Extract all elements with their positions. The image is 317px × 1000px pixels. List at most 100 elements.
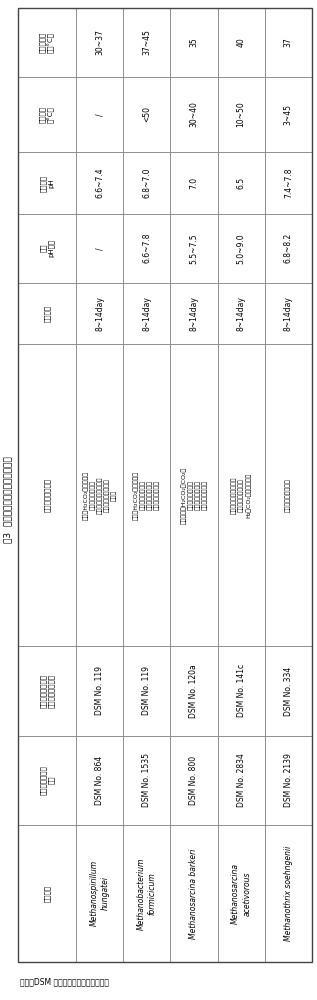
Text: 40: 40 — [237, 37, 246, 47]
Bar — [18, 344, 76, 646]
Bar — [217, 736, 265, 825]
Bar — [171, 736, 217, 825]
Text: DSM No. 120a: DSM No. 120a — [190, 664, 198, 718]
Bar — [171, 77, 217, 152]
Bar — [217, 8, 265, 77]
Text: 6.6~7.4: 6.6~7.4 — [95, 168, 104, 198]
Text: 5.0~9.0: 5.0~9.0 — [237, 233, 246, 264]
Text: DSM No. 141c: DSM No. 141c — [237, 664, 246, 717]
Text: DSM No. 864: DSM No. 864 — [95, 756, 104, 805]
Text: 30~37: 30~37 — [95, 29, 104, 55]
Bar — [18, 214, 76, 283]
Bar — [171, 283, 217, 344]
Bar — [76, 736, 123, 825]
Text: 能利用乙酸和甲基化合
物产甲烷，不能利用
H₂、CO₂、甲酸产甲烷: 能利用乙酸和甲基化合 物产甲烷，不能利用 H₂、CO₂、甲酸产甲烷 — [231, 473, 251, 518]
Text: /: / — [95, 247, 104, 250]
Text: DSM No. 2834: DSM No. 2834 — [237, 753, 246, 807]
Bar — [123, 77, 171, 152]
Bar — [217, 283, 265, 344]
Text: 6.5: 6.5 — [237, 177, 246, 189]
Text: 最适生长
pH: 最适生长 pH — [40, 175, 54, 192]
Bar — [265, 152, 312, 214]
Text: 8~14day: 8~14day — [142, 296, 151, 331]
Bar — [18, 825, 76, 962]
Bar — [171, 344, 217, 646]
Bar — [123, 736, 171, 825]
Text: 7.0: 7.0 — [190, 177, 198, 189]
Text: 表3  高温氢或乙酸营养型产甲烷菌: 表3 高温氢或乙酸营养型产甲烷菌 — [3, 457, 12, 543]
Text: 菌种保藏中心及
编号: 菌种保藏中心及 编号 — [40, 765, 54, 795]
Text: 菌种名称: 菌种名称 — [44, 885, 50, 902]
Bar — [123, 646, 171, 736]
Text: 30~40: 30~40 — [190, 101, 198, 127]
Text: 能同时利用H₂CO₂、CO₂、
乙酸、甲醇、甲基
化合物，还能利用
甲基化合物产甲烷: 能同时利用H₂CO₂、CO₂、 乙酸、甲醇、甲基 化合物，还能利用 甲基化合物产… — [181, 467, 207, 524]
Bar — [265, 736, 312, 825]
Bar — [18, 736, 76, 825]
Text: 生长温度
（°C）: 生长温度 （°C） — [39, 106, 55, 123]
Bar — [76, 344, 123, 646]
Text: Methanosarcina barkeri: Methanosarcina barkeri — [190, 848, 198, 939]
Bar — [76, 283, 123, 344]
Text: 37: 37 — [284, 37, 293, 47]
Text: 8~14day: 8~14day — [95, 296, 104, 331]
Text: 繁殖时间: 繁殖时间 — [44, 305, 50, 322]
Text: 35: 35 — [190, 37, 198, 47]
Text: /: / — [95, 113, 104, 116]
Text: DSM No. 334: DSM No. 334 — [284, 666, 293, 716]
Bar — [76, 825, 123, 962]
Text: 生长
pH范围: 生长 pH范围 — [40, 239, 54, 257]
Bar — [217, 77, 265, 152]
Bar — [18, 77, 76, 152]
Text: 7.4~7.8: 7.4~7.8 — [284, 168, 293, 198]
Bar — [265, 825, 312, 962]
Bar — [18, 152, 76, 214]
Text: 生长和产甲烷底物: 生长和产甲烷底物 — [44, 478, 50, 512]
Text: 6.6~7.8: 6.6~7.8 — [142, 233, 151, 263]
Text: 最适生长温
度（°C）: 最适生长温 度（°C） — [39, 32, 55, 53]
Text: 菌种保藏中心提供
的培养基配方编号: 菌种保藏中心提供 的培养基配方编号 — [40, 674, 54, 708]
Bar — [123, 214, 171, 283]
Bar — [265, 344, 312, 646]
Bar — [76, 214, 123, 283]
Bar — [18, 8, 76, 77]
Text: DSM No. 119: DSM No. 119 — [95, 666, 104, 715]
Bar — [76, 77, 123, 152]
Bar — [171, 646, 217, 736]
Text: DSM No. 1535: DSM No. 1535 — [142, 753, 151, 807]
Bar — [123, 825, 171, 962]
Bar — [18, 283, 76, 344]
Text: 6.8~7.0: 6.8~7.0 — [142, 168, 151, 198]
Bar — [265, 646, 312, 736]
Bar — [76, 152, 123, 214]
Text: 8~14day: 8~14day — [284, 296, 293, 331]
Bar — [123, 344, 171, 646]
Text: 8~14day: 8~14day — [190, 296, 198, 331]
Bar — [265, 77, 312, 152]
Bar — [217, 344, 265, 646]
Text: Methanosarcina
acetivorous: Methanosarcina acetivorous — [231, 863, 251, 924]
Bar — [76, 646, 123, 736]
Text: DSM No. 2139: DSM No. 2139 — [284, 753, 293, 807]
Bar — [265, 214, 312, 283]
Text: 3~45: 3~45 — [284, 104, 293, 125]
Text: Methanospirillum
hungatei: Methanospirillum hungatei — [89, 860, 110, 926]
Bar — [217, 214, 265, 283]
Bar — [123, 8, 171, 77]
Text: 能利用H₂CO₂、甲酸产甲
烷，不能利用乙酸
和甲基化合物，不
能生化合成产甲烷: 能利用H₂CO₂、甲酸产甲 烷，不能利用乙酸 和甲基化合物，不 能生化合成产甲烷 — [133, 471, 160, 520]
Text: 只能利用乙酸产甲烷: 只能利用乙酸产甲烷 — [286, 478, 291, 512]
Bar — [171, 8, 217, 77]
Bar — [123, 152, 171, 214]
Bar — [76, 8, 123, 77]
Bar — [265, 283, 312, 344]
Bar — [265, 8, 312, 77]
Text: 6.8~8.2: 6.8~8.2 — [284, 233, 293, 263]
Bar — [171, 152, 217, 214]
Bar — [123, 283, 171, 344]
Bar — [171, 214, 217, 283]
Text: DSM No. 119: DSM No. 119 — [142, 666, 151, 715]
Text: 8~14day: 8~14day — [237, 296, 246, 331]
Bar — [217, 646, 265, 736]
Text: 备注：DSM 为德国微生物菌种保藏中心: 备注：DSM 为德国微生物菌种保藏中心 — [20, 977, 109, 986]
Text: 37~45: 37~45 — [142, 29, 151, 55]
Bar — [217, 825, 265, 962]
